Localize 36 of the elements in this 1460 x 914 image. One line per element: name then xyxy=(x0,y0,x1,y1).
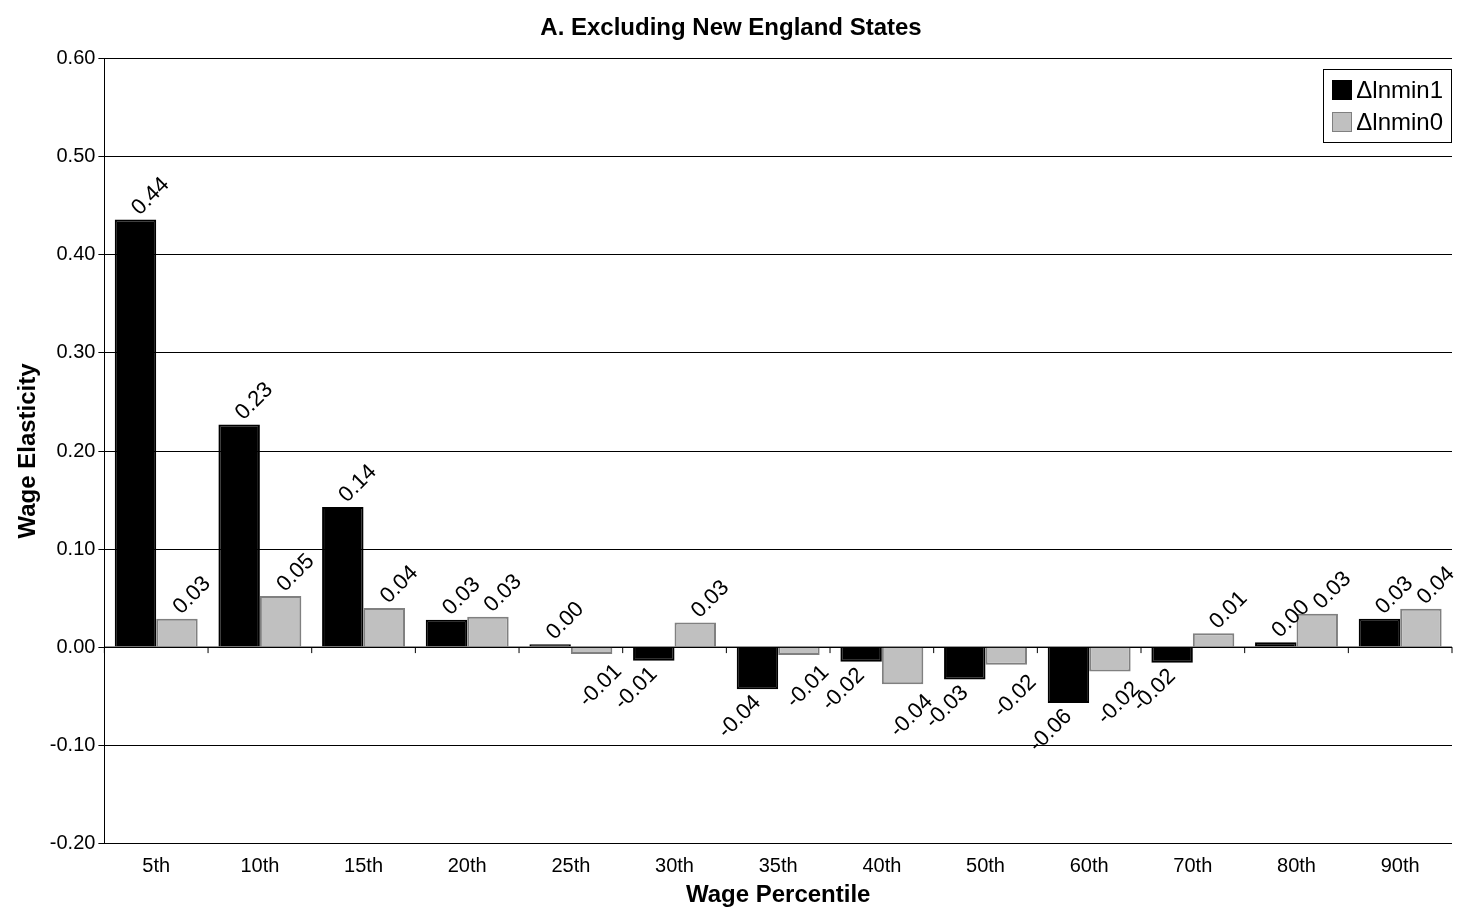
x-tick-label: 80th xyxy=(1277,853,1316,876)
x-axis-title: Wage Percentile xyxy=(685,880,871,908)
data-label: 0.03 xyxy=(685,574,734,623)
y-tick-label: 0.10 xyxy=(56,536,96,559)
legend-label: Δlnmin1 xyxy=(1356,74,1443,105)
data-label: 0.03 xyxy=(167,570,216,619)
chart-title: A. Excluding New England States xyxy=(540,13,922,41)
x-tick-label: 35th xyxy=(758,853,798,876)
data-label: 0.04 xyxy=(374,559,423,608)
y-tick-label: 0.60 xyxy=(56,46,96,69)
data-label: 0.44 xyxy=(125,171,174,220)
y-tick-label: 0.30 xyxy=(56,340,96,363)
x-tick-label: 5th xyxy=(142,853,171,876)
x-tick-label: 20th xyxy=(447,853,487,876)
y-tick-label: -0.10 xyxy=(49,732,96,755)
y-axis-title: Wage Elasticity xyxy=(13,362,41,539)
data-label: 0.00 xyxy=(540,596,589,644)
data-label: 0.23 xyxy=(229,376,278,425)
y-tick-label: 0.50 xyxy=(56,144,96,167)
x-tick-label: 10th xyxy=(240,853,280,876)
x-tick-label: 25th xyxy=(551,853,591,876)
y-tick-label: -0.20 xyxy=(49,830,96,853)
x-tick-label: 40th xyxy=(862,853,902,876)
y-tick-label: 0.40 xyxy=(56,242,96,265)
data-label: 0.01 xyxy=(1203,585,1252,634)
x-tick-label: 50th xyxy=(966,853,1005,876)
x-tick-label: 30th xyxy=(655,853,694,876)
data-label: 0.05 xyxy=(270,547,319,596)
x-tick-label: 70th xyxy=(1173,853,1213,876)
y-tick-label: 0.20 xyxy=(56,438,96,461)
x-tick-label: 60th xyxy=(1069,853,1109,876)
data-label: 0.14 xyxy=(332,458,381,507)
x-tick-label: 15th xyxy=(344,853,384,876)
legend-label: Δlnmin0 xyxy=(1356,106,1443,137)
x-tick-label: 90th xyxy=(1380,853,1420,876)
y-tick-label: 0.00 xyxy=(56,634,96,657)
